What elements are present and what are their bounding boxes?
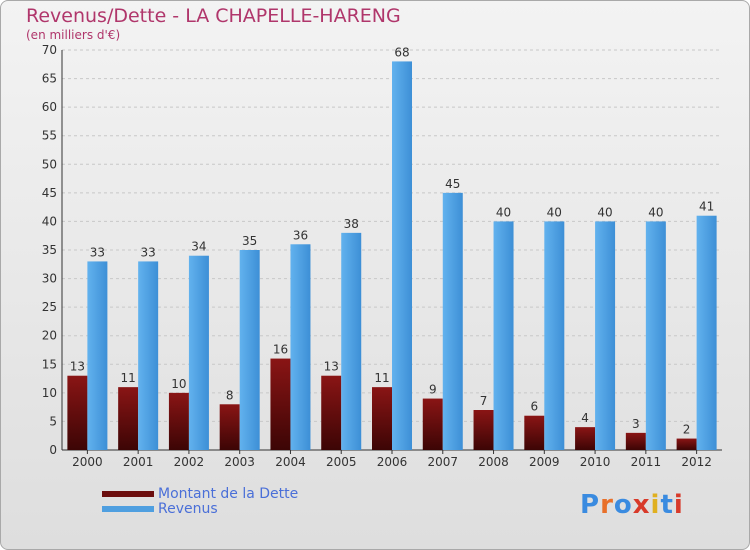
legend-label-debt: Montant de la Dette [158,486,299,502]
logo-letter: r [600,490,614,520]
bar-debt-2009 [524,415,545,450]
data-label-revenue-2010: 40 [597,205,612,219]
y-tick-label-40: 40 [42,214,57,228]
x-tick-label-2012: 2012 [681,455,712,469]
data-label-debt-2004: 16 [273,343,288,357]
y-tick-label-0: 0 [49,443,57,457]
data-label-debt-2011: 3 [632,417,640,431]
legend-label-revenue: Revenus [158,501,218,517]
logo-letter: i [673,490,684,520]
data-label-revenue-2000: 33 [90,245,105,259]
bar-debt-2010 [575,427,596,450]
bar-revenue-2012 [696,215,717,450]
bar-revenue-2009 [544,221,565,450]
x-tick-label-2003: 2003 [224,455,255,469]
y-tick-label-60: 60 [42,100,57,114]
x-tick-label-2010: 2010 [580,455,611,469]
data-label-debt-2009: 6 [530,400,538,414]
y-tick-label-15: 15 [42,357,57,371]
bar-debt-2002 [168,392,189,450]
y-tick-label-30: 30 [42,272,57,286]
legend-item-debt: Montant de la Dette [102,486,298,502]
data-label-debt-2003: 8 [226,388,234,402]
x-tick-label-2007: 2007 [427,455,458,469]
bar-revenue-2007 [442,192,463,450]
bar-revenue-2001 [138,261,159,450]
y-tick-label-70: 70 [42,43,57,57]
bar-revenue-2005 [341,232,362,450]
data-label-debt-2005: 13 [324,360,339,374]
legend-swatch-revenue [102,506,154,512]
bar-revenue-2003 [239,250,260,450]
bar-debt-2000 [67,375,88,450]
data-label-debt-2010: 4 [581,411,589,425]
x-tick-label-2001: 2001 [123,455,154,469]
data-label-revenue-2008: 40 [496,205,511,219]
y-tick-label-35: 35 [42,243,57,257]
bar-debt-2003 [219,404,240,450]
data-label-revenue-2012: 41 [699,200,714,214]
y-tick-label-5: 5 [49,414,57,428]
logo-letter: t [660,490,674,520]
bar-revenue-2006 [392,61,412,451]
chart-subtitle: (en milliers d'€) [26,28,121,42]
bar-revenue-2002 [188,255,209,450]
data-label-debt-2002: 10 [171,377,186,391]
data-label-debt-2012: 2 [683,423,691,437]
bar-debt-2004 [270,358,291,450]
data-label-revenue-2011: 40 [648,205,663,219]
x-tick-label-2008: 2008 [478,455,509,469]
bar-revenue-2004 [290,244,311,450]
y-tick-label-20: 20 [42,329,57,343]
logo-letter: P [580,490,601,520]
x-tick-label-2006: 2006 [377,455,408,469]
bar-revenue-2011 [645,221,666,450]
bar-debt-2001 [118,387,139,450]
y-tick-label-50: 50 [42,157,57,171]
x-tick-label-2000: 2000 [72,455,103,469]
data-label-debt-2000: 13 [70,360,85,374]
bar-debt-2005 [321,375,342,450]
y-tick-label-65: 65 [42,72,57,86]
data-label-revenue-2007: 45 [445,177,460,191]
y-tick-label-45: 45 [42,186,57,200]
x-tick-label-2009: 2009 [529,455,560,469]
data-label-revenue-2005: 38 [344,217,359,231]
bar-debt-2006 [372,387,392,450]
data-label-revenue-2001: 33 [141,245,156,259]
bar-revenue-2008 [493,221,514,450]
chart-title: Revenus/Dette - LA CHAPELLE-HARENG [26,5,401,27]
data-label-debt-2007: 9 [429,383,437,397]
bar-revenue-2000 [87,261,108,450]
data-label-revenue-2003: 35 [242,234,257,248]
logo-letter: i [650,490,661,520]
data-label-debt-2008: 7 [480,394,488,408]
y-tick-label-25: 25 [42,300,57,314]
data-label-debt-2001: 11 [121,371,136,385]
proxiti-logo: Proxiti [580,490,684,520]
data-label-revenue-2006: 68 [394,45,409,59]
data-label-debt-2006: 11 [374,371,389,385]
y-tick-label-10: 10 [42,386,57,400]
bar-revenue-2010 [595,221,616,450]
logo-letter: x [632,490,651,520]
x-tick-label-2004: 2004 [275,455,306,469]
x-tick-label-2011: 2011 [631,455,662,469]
bar-debt-2007 [422,398,443,450]
data-label-revenue-2004: 36 [293,228,308,242]
data-label-revenue-2002: 34 [191,240,206,254]
bar-debt-2012 [676,438,697,450]
legend-item-revenue: Revenus [102,501,218,517]
bar-debt-2008 [473,410,494,450]
data-label-revenue-2009: 40 [547,205,562,219]
y-tick-label-55: 55 [42,129,57,143]
x-tick-label-2005: 2005 [326,455,357,469]
logo-letter: o [613,490,633,520]
legend-swatch-debt [102,491,154,497]
x-tick-label-2002: 2002 [174,455,205,469]
bar-debt-2011 [625,432,646,450]
